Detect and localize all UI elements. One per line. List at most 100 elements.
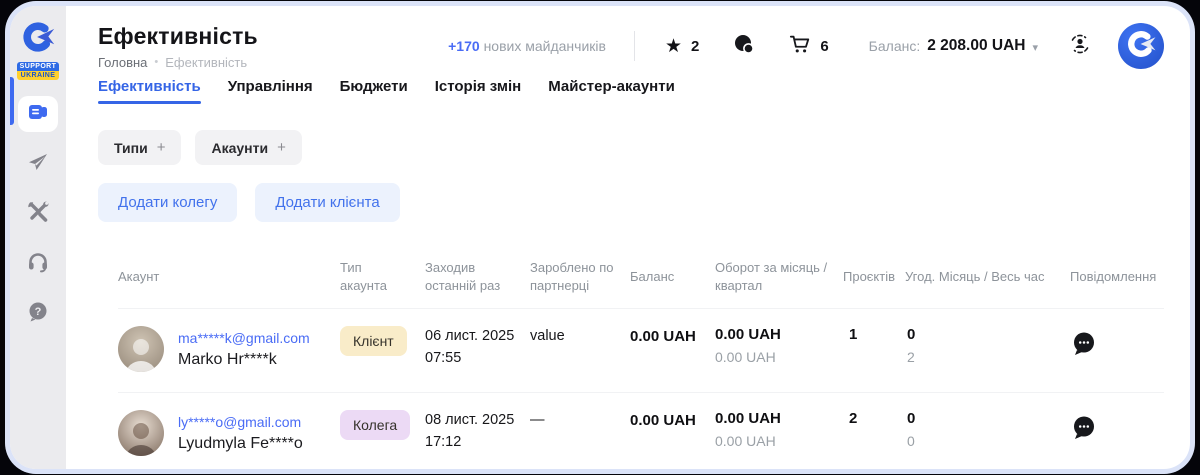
- last-visit-date: 08 лист. 2025: [425, 412, 515, 429]
- new-sites-label: нових майданчиків: [483, 38, 606, 54]
- account-identity: ly*****o@gmail.com Lyudmyla Fe****o: [178, 414, 303, 453]
- account-identity: ma*****k@gmail.com Marko Hr****k: [178, 330, 310, 369]
- app-logo-c-arrow-icon: [1124, 27, 1158, 66]
- account-cell: ma*****k@gmail.com Marko Hr****k: [118, 326, 340, 373]
- cart-count: 6: [820, 37, 829, 55]
- breadcrumb-current: Ефективність: [165, 54, 248, 70]
- plus-icon: +: [277, 139, 286, 156]
- tab-budgets[interactable]: Бюджети: [339, 78, 408, 95]
- new-sites-counter[interactable]: +170 нових майданчиків: [448, 38, 606, 54]
- breadcrumb-home[interactable]: Головна: [98, 54, 148, 70]
- filter-types[interactable]: Типи +: [98, 130, 182, 165]
- brand-logo[interactable]: SUPPORT UKRAINE: [17, 19, 59, 80]
- sidebar-item-support[interactable]: [18, 246, 58, 282]
- messages-cell: [1070, 326, 1164, 362]
- table-header-row: Акаунт Тип акаунта Заходив останній раз …: [118, 249, 1164, 310]
- account-switch-button[interactable]: [1068, 32, 1092, 61]
- deals-cell: 0 2: [905, 326, 1070, 365]
- sidebar: SUPPORT UKRAINE: [10, 6, 66, 469]
- projects-count: 1: [849, 326, 858, 344]
- last-visit-cell: 06 лист. 2025 07:55: [425, 326, 530, 370]
- plus-icon: +: [156, 139, 166, 156]
- add-colleague-button[interactable]: Додати колегу: [98, 183, 238, 222]
- favorites-count: 2: [690, 37, 700, 55]
- title-block: Ефективність Головна • Ефективність: [98, 23, 328, 70]
- accounts-table: Акаунт Тип акаунта Заходив останній раз …: [98, 249, 1164, 469]
- turnover-quarter: 0.00 UAH: [715, 349, 776, 366]
- help-question-bubble-icon: ?: [26, 300, 50, 329]
- account-email-link[interactable]: ma*****k@gmail.com: [178, 329, 310, 346]
- tab-bar: Ефективність Управління Бюджети Історія …: [98, 78, 1164, 104]
- account-email-link[interactable]: ly*****o@gmail.com: [178, 413, 302, 430]
- last-visit-cell: 08 лист. 2025 17:12: [425, 410, 530, 454]
- deals-month: 0: [907, 410, 916, 428]
- tab-management[interactable]: Управління: [227, 78, 313, 95]
- tab-change-history[interactable]: Історія змін: [434, 78, 522, 95]
- app-window: SUPPORT UKRAINE: [10, 6, 1190, 469]
- sidebar-item-help[interactable]: ?: [18, 296, 58, 332]
- table-row: ma*****k@gmail.com Marko Hr****k Клієнт …: [118, 309, 1164, 394]
- new-sites-count: +170: [448, 38, 480, 54]
- partner-earned-cell: value: [530, 328, 565, 345]
- action-buttons: Додати колегу Додати клієнта: [98, 183, 1164, 222]
- active-nav-indicator: [10, 77, 14, 125]
- avatar: [118, 410, 164, 457]
- chat-bubble-icon: [733, 33, 755, 59]
- turnover-cell: 0.00 UAH 0.00 UAH: [715, 410, 843, 449]
- header-divider: [633, 31, 635, 61]
- breadcrumb-separator: •: [154, 56, 159, 68]
- filter-accounts-label: Акаунти: [211, 139, 269, 156]
- projects-cell: 2: [843, 410, 905, 427]
- favorites-stat[interactable]: ★ 2: [665, 37, 699, 56]
- support-ukraine-badge: SUPPORT UKRAINE: [17, 62, 59, 80]
- partner-earned-cell: —: [530, 412, 545, 429]
- deals-month: 0: [907, 326, 916, 344]
- status-badge: Колега: [340, 410, 411, 441]
- col-projects: Проєктів: [843, 268, 896, 284]
- sidebar-item-tools[interactable]: [18, 196, 58, 232]
- projects-count: 2: [849, 410, 858, 428]
- balance-value: 2 208.00 UAH: [927, 37, 1026, 54]
- telegram-send-icon: [26, 150, 50, 179]
- tab-effectiveness[interactable]: Ефективність: [98, 78, 201, 104]
- star-icon: ★: [664, 35, 682, 57]
- deals-all-time: 2: [907, 349, 915, 366]
- message-button[interactable]: [1070, 414, 1097, 441]
- filter-types-label: Типи: [114, 139, 148, 156]
- messages-cell: [1070, 410, 1164, 446]
- sidebar-item-telegram[interactable]: [18, 146, 58, 182]
- balance-dropdown[interactable]: Баланс: 2 208.00 UAH ▾: [869, 37, 1038, 55]
- top-header: Ефективність Головна • Ефективність +170…: [98, 6, 1164, 70]
- col-messages: Повідомлення: [1070, 268, 1157, 284]
- account-sync-icon: [1068, 32, 1092, 61]
- filter-bar: Типи + Акаунти +: [98, 130, 1164, 165]
- col-account-type: Тип акаунта: [340, 260, 388, 293]
- main-content: Ефективність Головна • Ефективність +170…: [66, 6, 1190, 469]
- deals-all-time: 0: [907, 433, 915, 450]
- col-last-visit: Заходив останній раз: [425, 260, 501, 293]
- turnover-month: 0.00 UAH: [715, 410, 781, 428]
- app-logo-button[interactable]: [1118, 23, 1164, 69]
- projects-cell: 1: [843, 326, 905, 343]
- message-button[interactable]: [1070, 330, 1097, 357]
- badge-support-label: SUPPORT: [17, 62, 59, 71]
- add-client-button[interactable]: Додати клієнта: [255, 183, 400, 222]
- chevron-down-icon: ▾: [1032, 41, 1038, 54]
- balance-cell: 0.00 UAH: [630, 412, 696, 430]
- chat-stat[interactable]: [733, 33, 755, 59]
- last-visit-date: 06 лист. 2025: [425, 328, 515, 345]
- filter-accounts[interactable]: Акаунти +: [195, 130, 302, 165]
- brand-c-arrow-icon: [20, 19, 56, 60]
- balance-cell: 0.00 UAH: [630, 328, 696, 346]
- account-name: Lyudmyla Fe****o: [178, 434, 303, 452]
- svg-text:?: ?: [35, 306, 42, 318]
- table-row: ly*****o@gmail.com Lyudmyla Fe****o Коле…: [118, 393, 1164, 469]
- badge-ukraine-label: UKRAINE: [17, 71, 59, 80]
- cart-icon: [789, 33, 811, 59]
- deals-cell: 0 0: [905, 410, 1070, 449]
- turnover-quarter: 0.00 UAH: [715, 433, 776, 450]
- tab-master-accounts[interactable]: Майстер-акаунти: [548, 78, 675, 95]
- sidebar-item-reports[interactable]: [18, 96, 58, 132]
- cart-stat[interactable]: 6: [789, 33, 829, 59]
- account-type-cell: Колега: [340, 410, 425, 441]
